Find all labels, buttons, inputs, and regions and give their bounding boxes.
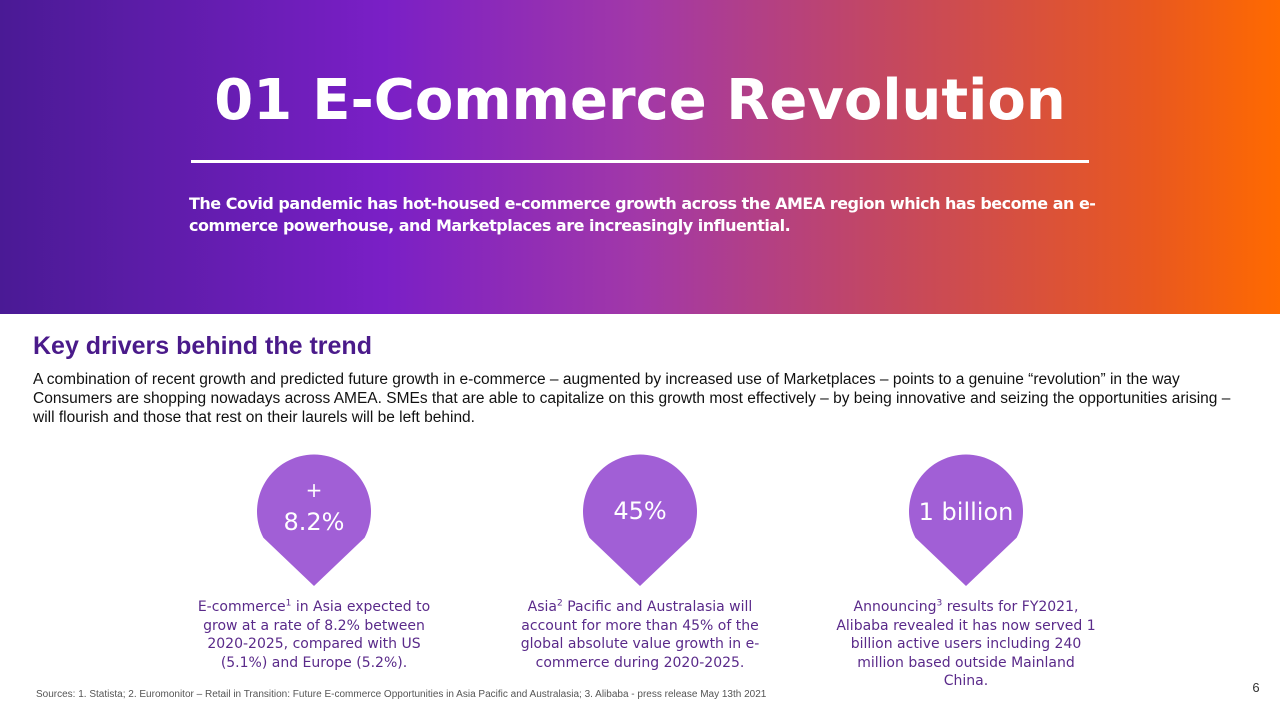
- section-number: 01: [214, 68, 293, 133]
- title-text: E-Commerce Revolution: [312, 68, 1066, 133]
- page-title: 01 E-Commerce Revolution: [0, 66, 1280, 136]
- intro-paragraph: A combination of recent growth and predi…: [33, 371, 1231, 426]
- title-divider: [191, 160, 1089, 163]
- map-pin-icon: + 8.2%: [184, 450, 444, 590]
- stat-description: Announcing3 results for FY2021, Alibaba …: [836, 598, 1096, 689]
- hero-subtitle: The Covid pandemic has hot-housed e-comm…: [189, 194, 1096, 235]
- map-pin-icon: 1 billion: [836, 450, 1096, 590]
- stat-value: 1 billion: [918, 498, 1014, 526]
- section-heading: Key drivers behind the trend: [33, 332, 372, 360]
- hero-banner: 01 E-Commerce Revolution The Covid pandem…: [0, 0, 1280, 314]
- map-pin-icon: 45%: [510, 450, 770, 590]
- stat-value: 8.2%: [283, 508, 345, 536]
- stat-prefix: +: [305, 478, 323, 502]
- stat-value: 45%: [613, 497, 667, 525]
- stat-description: Asia2 Pacific and Australasia will accou…: [520, 598, 760, 671]
- stat-description: E-commerce1 in Asia expected to grow at …: [197, 598, 431, 671]
- sources-footnote: Sources: 1. Statista; 2. Euromonitor – R…: [36, 689, 767, 700]
- page-number: 6: [1252, 680, 1260, 695]
